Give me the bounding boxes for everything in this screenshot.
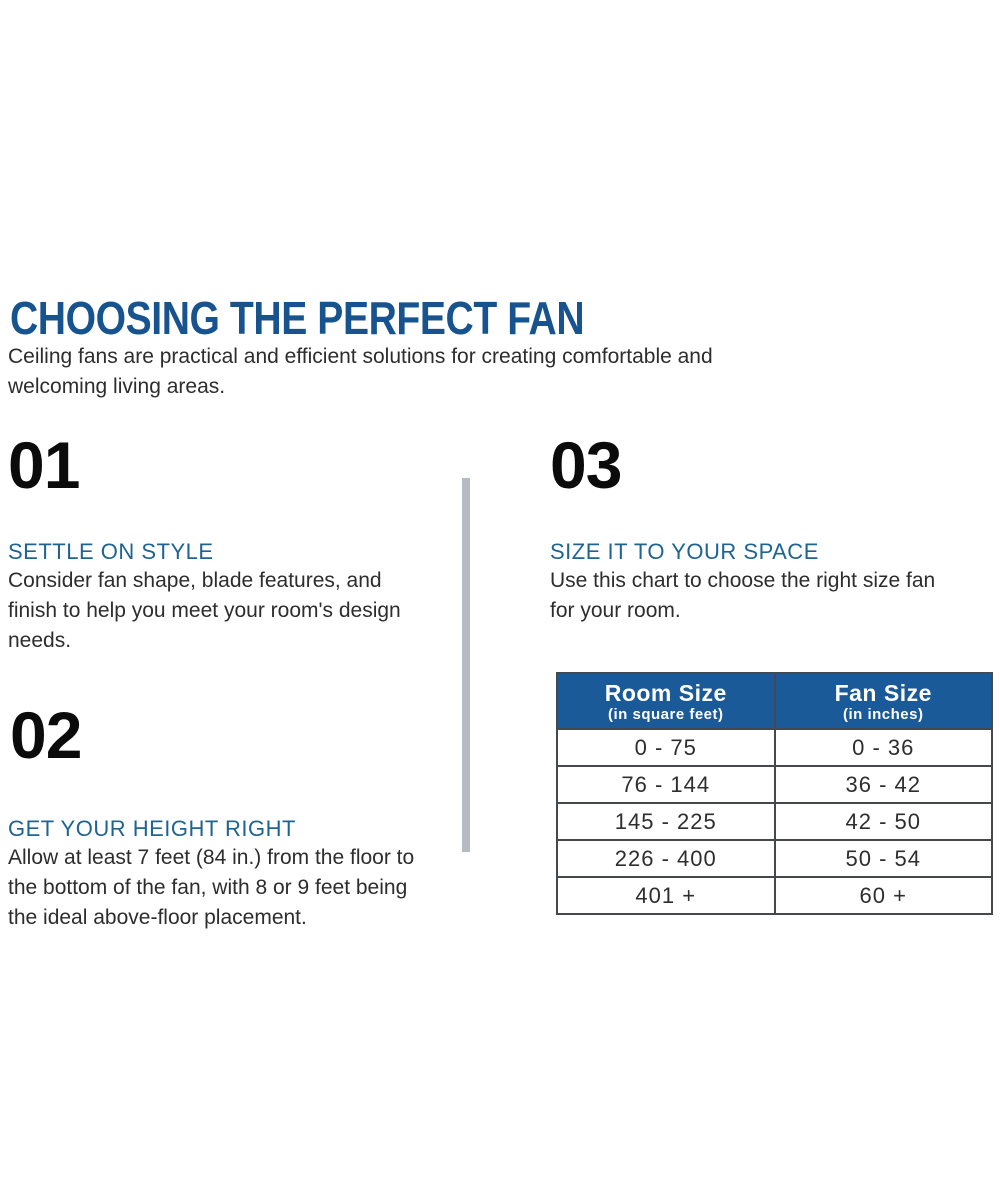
table-row: 401 + 60 + [556, 876, 993, 915]
table-row: 226 - 400 50 - 54 [556, 839, 993, 878]
fan-size-table: Room Size (in square feet) Fan Size (in … [556, 672, 993, 915]
step-1-heading: SETTLE ON STYLE [8, 539, 214, 564]
step-2-heading: GET YOUR HEIGHT RIGHT [8, 816, 296, 841]
fan-size-title: Fan Size [834, 679, 932, 706]
table-header-row: Room Size (in square feet) Fan Size (in … [556, 672, 993, 730]
room-size-subtitle: (in square feet) [607, 705, 724, 723]
step-3-heading: SIZE IT TO YOUR SPACE [550, 539, 819, 564]
table-row: 145 - 225 42 - 50 [556, 802, 993, 841]
column-divider [462, 478, 470, 852]
room-size-title: Room Size [604, 679, 727, 706]
fan-size-cell: 0 - 36 [773, 728, 993, 767]
step-2-number: 02 [10, 698, 82, 772]
room-size-cell: 76 - 144 [556, 765, 776, 804]
fan-size-column-header: Fan Size (in inches) [773, 672, 993, 730]
page-title: CHOOSING THE PERFECT FAN [10, 291, 585, 344]
step-3-body: Use this chart to choose the right size … [550, 569, 936, 622]
fan-size-cell: 42 - 50 [773, 802, 993, 841]
room-size-cell: 401 + [556, 876, 776, 915]
step-1-body: Consider fan shape, blade features, and … [8, 569, 401, 652]
fan-size-cell: 50 - 54 [773, 839, 993, 878]
step-1-number: 01 [8, 428, 80, 502]
table-row: 0 - 75 0 - 36 [556, 728, 993, 767]
step-2-body: Allow at least 7 feet (84 in.) from the … [8, 846, 415, 929]
room-size-cell: 145 - 225 [556, 802, 776, 841]
room-size-cell: 0 - 75 [556, 728, 776, 767]
fan-size-subtitle: (in inches) [842, 705, 924, 723]
fan-size-cell: 60 + [773, 876, 993, 915]
page-subtitle: Ceiling fans are practical and efficient… [8, 345, 713, 398]
step-3-number: 03 [550, 428, 622, 502]
room-size-cell: 226 - 400 [556, 839, 776, 878]
fan-size-cell: 36 - 42 [773, 765, 993, 804]
table-row: 76 - 144 36 - 42 [556, 765, 993, 804]
room-size-column-header: Room Size (in square feet) [556, 672, 776, 730]
